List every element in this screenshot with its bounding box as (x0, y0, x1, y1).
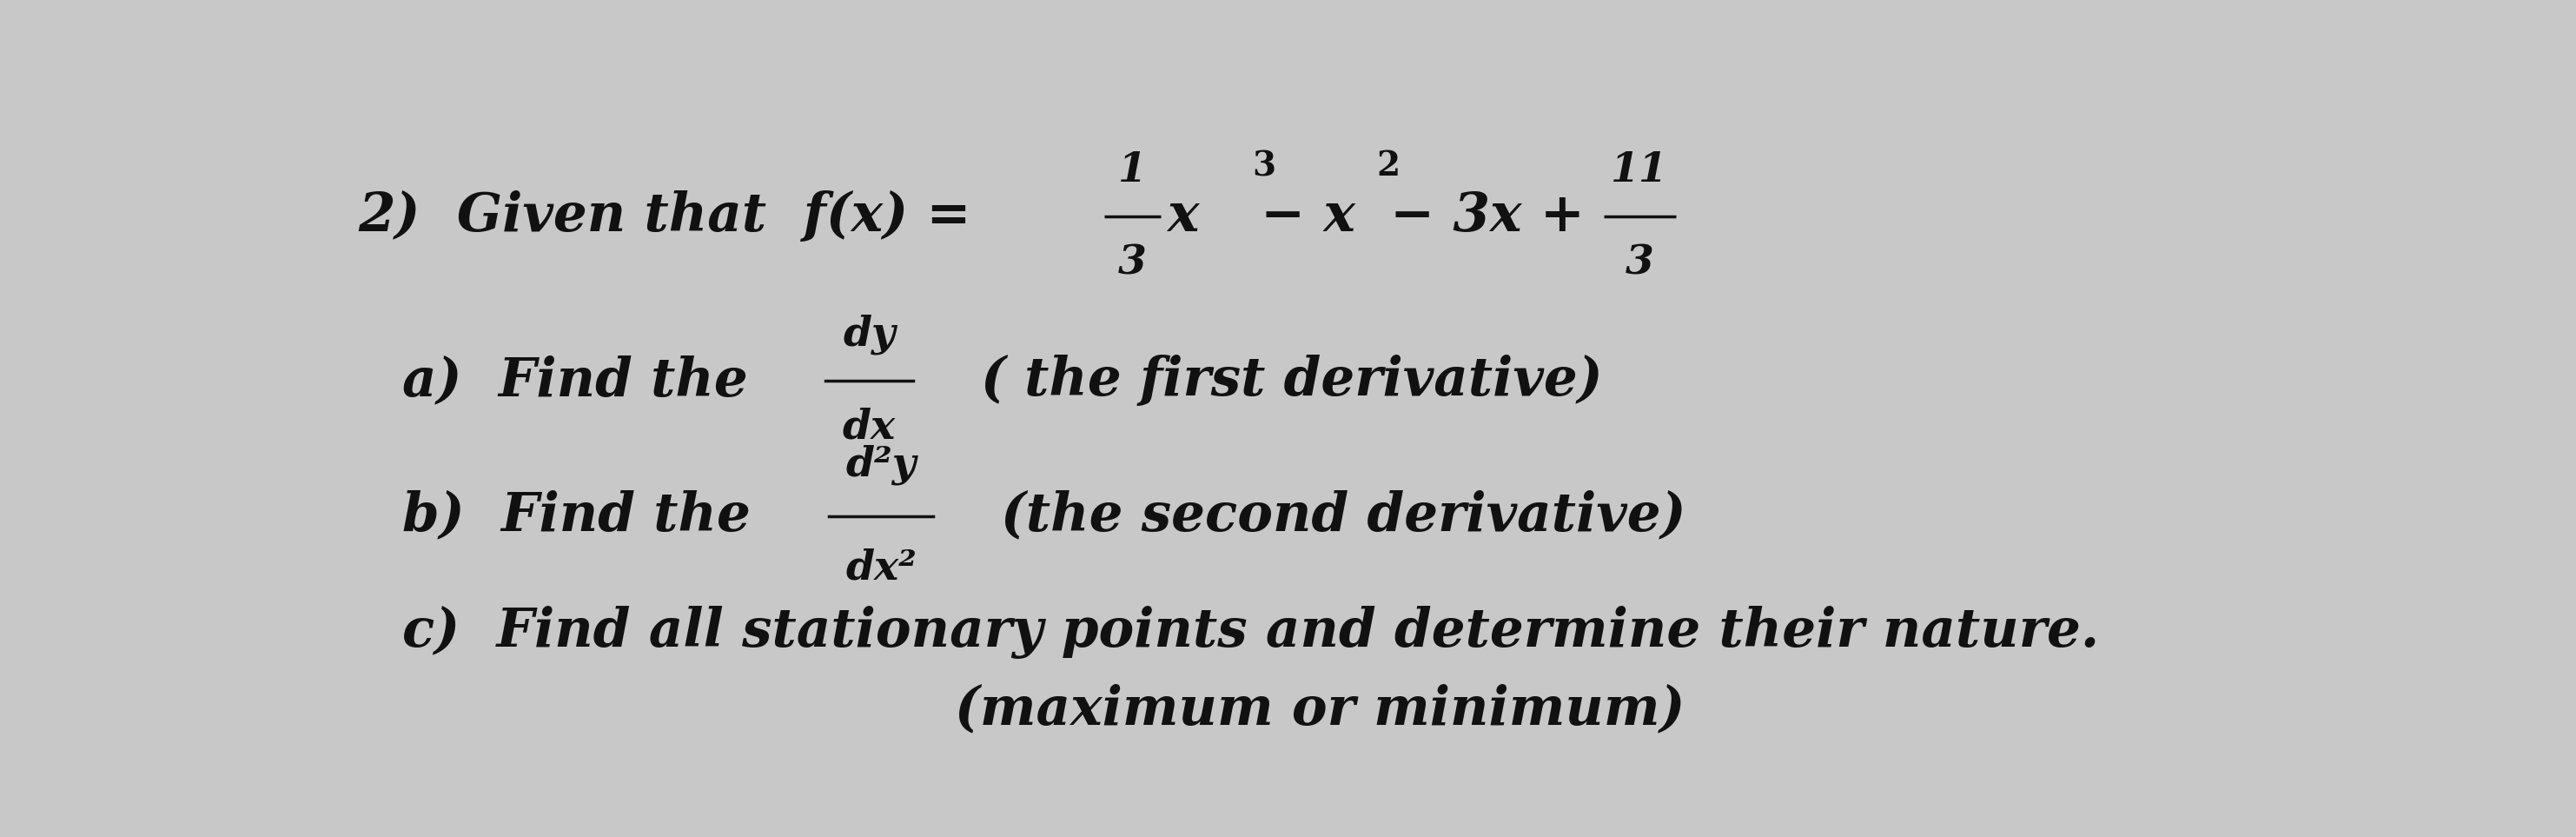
Text: 3: 3 (1625, 243, 1654, 283)
Text: c)  Find all stationary points and determine their nature.: c) Find all stationary points and determ… (402, 606, 2099, 659)
Text: − x: − x (1260, 190, 1355, 243)
Text: x: x (1167, 190, 1198, 243)
Text: 2: 2 (1376, 150, 1399, 182)
Text: (the second derivative): (the second derivative) (1002, 490, 1685, 542)
Text: 2)  Given that  f(x) =: 2) Given that f(x) = (358, 190, 971, 243)
Text: 3: 3 (1252, 150, 1275, 182)
Text: 11: 11 (1610, 150, 1669, 190)
Text: 1: 1 (1118, 150, 1146, 190)
Text: a)  Find the: a) Find the (402, 355, 747, 407)
Text: dy: dy (842, 314, 896, 355)
Text: d²y: d²y (845, 444, 917, 485)
Text: dx²: dx² (845, 547, 917, 588)
Text: ( the first derivative): ( the first derivative) (981, 355, 1602, 407)
Text: (maximum or minimum): (maximum or minimum) (956, 683, 1685, 736)
Text: 3: 3 (1118, 243, 1146, 283)
Text: dx: dx (842, 408, 896, 447)
Text: b)  Find the: b) Find the (402, 490, 750, 542)
Text: − 3x +: − 3x + (1391, 190, 1584, 243)
